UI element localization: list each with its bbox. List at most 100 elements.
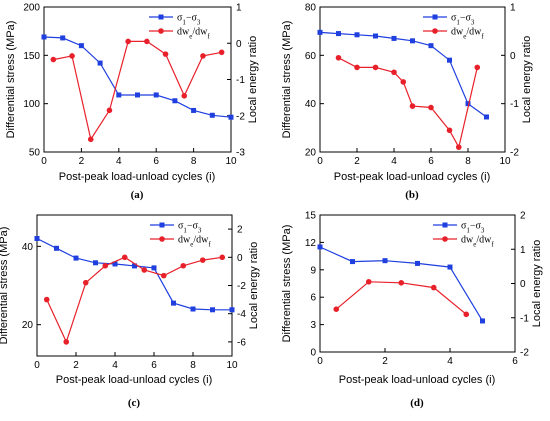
data-point [162,51,169,57]
y-left-axis-label: Differential stress (MPa) [5,21,17,139]
data-point [73,255,79,261]
data-point [43,296,50,303]
x-axis-label: Post-peak load-unload cycles (i) [334,171,491,183]
data-point [181,93,188,99]
y-left-axis-label: Differential stress (MPa) [281,21,293,139]
data-point [398,280,405,286]
legend-label: σ1−σ3 [178,221,202,235]
data-point [200,53,206,59]
panel-label: (b) [405,189,419,201]
y-right-tick-label: -1 [510,99,519,110]
data-point [229,307,235,313]
y-left-tick-label: 20 [22,320,34,331]
series-line-1 [338,57,478,149]
data-point [97,60,103,66]
y-right-tick-label: -6 [237,337,246,348]
x-tick-label: 8 [191,156,197,167]
y-left-tick-label: 100 [23,99,40,110]
y-right-tick-label: 0 [520,279,526,290]
x-tick-label: 2 [382,356,388,367]
y-right-tick-label: 0 [510,51,516,62]
data-point [151,265,157,271]
y-left-tick-label: 150 [23,51,40,62]
data-point [41,34,47,40]
y-left-tick-label: 15 [305,211,317,222]
data-point [484,114,489,120]
data-point [415,260,420,266]
legend-label: dwe/dwf [177,27,210,41]
data-point [218,49,225,56]
x-tick-label: 6 [428,156,434,167]
y-right-axis-label: Local energy ratio [248,242,260,329]
x-tick-label: 4 [447,356,453,367]
data-point [219,254,226,261]
data-point [60,35,66,41]
x-tick-label: 8 [465,156,471,167]
legend-label: dwe/dwf [461,235,494,249]
series-line-0 [36,237,232,311]
data-point [391,35,397,41]
legend-entry: σ1−σ3 [150,221,202,235]
x-tick-label: 2 [354,156,360,167]
x-tick-label: 10 [225,156,237,167]
y-right-tick-label: 1 [510,3,516,14]
data-point [135,92,140,98]
data-point [63,339,70,345]
x-tick-label: 6 [151,360,157,371]
data-point [409,103,416,109]
x-tick-label: 8 [190,360,196,371]
x-tick-label: 6 [512,356,518,367]
data-point [428,104,434,111]
y-right-tick-label: 2 [520,211,526,222]
y-right-tick-label: 1 [236,3,242,14]
data-point [54,245,59,251]
data-point [87,136,94,143]
data-point [141,267,148,273]
panel-label: (a) [131,189,144,201]
series-line-0 [43,36,232,118]
data-point [447,264,453,270]
data-point [465,101,471,107]
legend-label: dwe/dwf [451,27,484,41]
panel-label: (c) [128,397,141,409]
y-right-tick-label: -3 [236,148,245,159]
y-right-tick-label: -2 [520,348,529,359]
x-tick-label: 0 [34,360,40,371]
x-tick-label: 0 [317,356,323,367]
data-point [428,43,434,49]
x-axis-label: Post-peak load-unload cycles (i) [59,171,216,183]
data-point [121,254,128,261]
x-tick-label: 2 [79,156,85,167]
data-point [210,307,215,313]
y-right-tick-label: -2 [510,148,519,159]
x-axis-label: Post-peak load-unload cycles (i) [339,374,496,386]
y-right-axis-label: Local energy ratio [247,36,259,123]
data-point [354,32,360,38]
y-left-tick-label: 60 [305,51,317,62]
legend-entry: σ1−σ3 [149,13,201,27]
y-right-tick-label: -1 [236,75,245,86]
data-point [93,260,98,266]
data-point [410,38,415,44]
data-point [78,43,84,49]
legend-entry: σ1−σ3 [423,13,475,27]
x-tick-label: 10 [499,156,511,167]
y-left-axis-label: Differential stress (MPa) [281,225,293,343]
y-right-tick-label: 0 [236,39,242,50]
y-right-tick-label: 0 [237,253,243,264]
x-tick-label: 0 [317,156,323,167]
data-point [372,64,379,71]
x-tick-label: 4 [112,360,118,371]
data-point [190,306,196,312]
data-point [102,262,109,269]
y-left-tick-label: 6 [310,293,316,304]
y-left-tick-label: 50 [29,148,41,159]
data-point [191,107,197,113]
chart-panel-a: 0 2 4 6 8 10 50 100 150 200 -3 -2 -1 0 1 Post-peak load… [5,3,259,202]
data-point [480,318,485,324]
legend-marker [158,14,164,20]
chart-panel-b: 0 2 4 6 8 10 20 40 60 80 -2 -1 0 1 Post-peak load-unlo… [281,3,533,202]
series-line-1 [53,40,222,141]
